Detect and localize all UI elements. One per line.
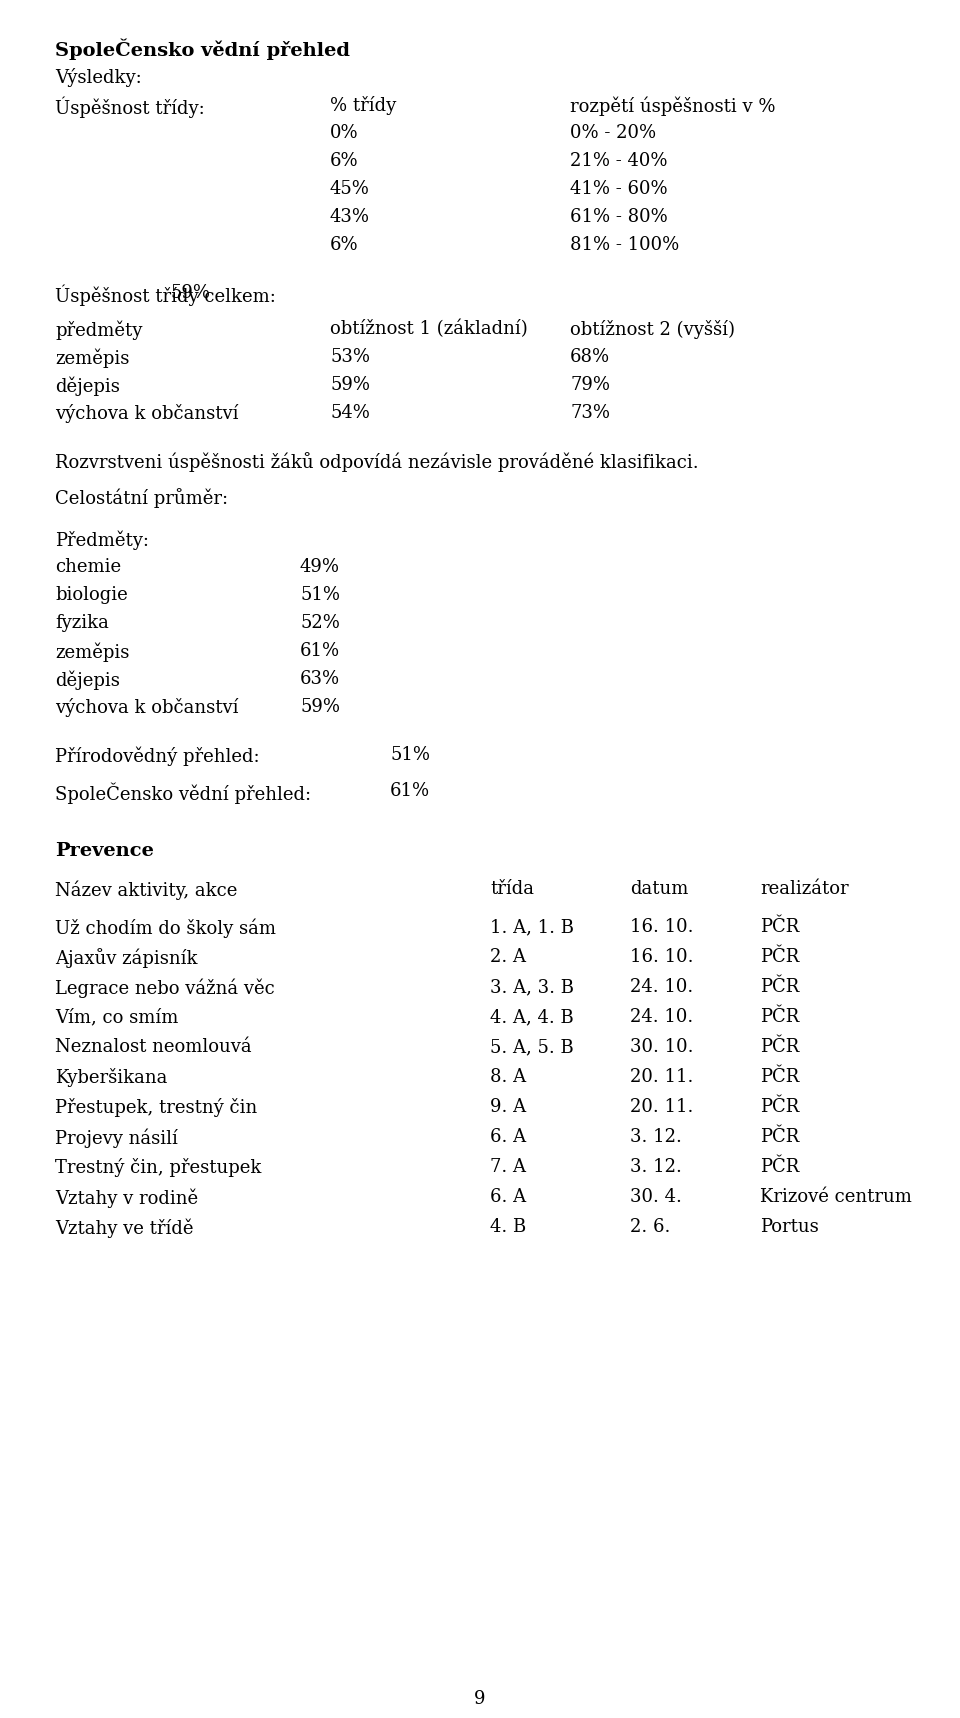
Text: 9: 9 — [474, 1691, 486, 1708]
Text: 24. 10.: 24. 10. — [630, 978, 693, 996]
Text: Úspěšnost třídy celkem:: Úspěšnost třídy celkem: — [55, 283, 276, 306]
Text: 24. 10.: 24. 10. — [630, 1008, 693, 1026]
Text: 1. A, 1. B: 1. A, 1. B — [490, 917, 574, 936]
Text: PČR: PČR — [760, 1038, 800, 1057]
Text: Předměty:: Předměty: — [55, 529, 149, 550]
Text: 59%: 59% — [300, 698, 340, 716]
Text: Už chodím do školy sám: Už chodím do školy sám — [55, 917, 276, 938]
Text: 30. 10.: 30. 10. — [630, 1038, 693, 1057]
Text: předměty: předměty — [55, 320, 142, 340]
Text: 5. A, 5. B: 5. A, 5. B — [490, 1038, 574, 1057]
Text: 45%: 45% — [330, 180, 370, 198]
Text: 6%: 6% — [330, 235, 359, 254]
Text: 2. A: 2. A — [490, 948, 526, 966]
Text: 79%: 79% — [570, 376, 610, 393]
Text: PČR: PČR — [760, 917, 800, 936]
Text: Název aktivity, akce: Název aktivity, akce — [55, 880, 237, 900]
Text: 6%: 6% — [330, 151, 359, 170]
Text: 73%: 73% — [570, 404, 610, 423]
Text: PČR: PČR — [760, 948, 800, 966]
Text: 51%: 51% — [390, 746, 430, 765]
Text: obtížnost 2 (vyšší): obtížnost 2 (vyšší) — [570, 320, 735, 338]
Text: dějepis: dějepis — [55, 670, 120, 689]
Text: realizátor: realizátor — [760, 880, 849, 899]
Text: PČR: PČR — [760, 1129, 800, 1146]
Text: SpoleČensko vědní přehled:: SpoleČensko vědní přehled: — [55, 782, 311, 804]
Text: Portus: Portus — [760, 1218, 819, 1235]
Text: 61%: 61% — [300, 643, 340, 660]
Text: Neznalost neomlouvá: Neznalost neomlouvá — [55, 1038, 252, 1057]
Text: chemie: chemie — [55, 558, 121, 576]
Text: Ajaxův zápisník: Ajaxův zápisník — [55, 948, 198, 967]
Text: PČR: PČR — [760, 978, 800, 996]
Text: 52%: 52% — [300, 613, 340, 632]
Text: Výsledky:: Výsledky: — [55, 69, 142, 88]
Text: 68%: 68% — [570, 349, 611, 366]
Text: 16. 10.: 16. 10. — [630, 948, 693, 966]
Text: Projevy násilí: Projevy násilí — [55, 1129, 178, 1148]
Text: PČR: PČR — [760, 1008, 800, 1026]
Text: Vztahy v rodině: Vztahy v rodině — [55, 1189, 198, 1208]
Text: 16. 10.: 16. 10. — [630, 917, 693, 936]
Text: Trestný čin, přestupek: Trestný čin, přestupek — [55, 1158, 261, 1177]
Text: 3. 12.: 3. 12. — [630, 1129, 682, 1146]
Text: 3. 12.: 3. 12. — [630, 1158, 682, 1177]
Text: 20. 11.: 20. 11. — [630, 1098, 693, 1117]
Text: 41% - 60%: 41% - 60% — [570, 180, 667, 198]
Text: Kyberšikana: Kyberšikana — [55, 1069, 167, 1087]
Text: zeměpis: zeměpis — [55, 349, 130, 368]
Text: 3. A, 3. B: 3. A, 3. B — [490, 978, 574, 996]
Text: 0% - 20%: 0% - 20% — [570, 124, 656, 143]
Text: 7. A: 7. A — [490, 1158, 526, 1177]
Text: obtížnost 1 (základní): obtížnost 1 (základní) — [330, 320, 528, 338]
Text: Přestupek, trestný čin: Přestupek, trestný čin — [55, 1098, 257, 1117]
Text: zeměpis: zeměpis — [55, 643, 130, 661]
Text: Celostátní průměr:: Celostátní průměr: — [55, 488, 228, 509]
Text: 8. A: 8. A — [490, 1069, 526, 1086]
Text: 61%: 61% — [390, 782, 430, 801]
Text: Přírodovědný přehled:: Přírodovědný přehled: — [55, 746, 259, 766]
Text: výchova k občanství: výchova k občanství — [55, 404, 238, 423]
Text: 61% - 80%: 61% - 80% — [570, 208, 668, 227]
Text: % třídy: % třídy — [330, 96, 396, 115]
Text: datum: datum — [630, 880, 688, 899]
Text: 43%: 43% — [330, 208, 370, 227]
Text: 20. 11.: 20. 11. — [630, 1069, 693, 1086]
Text: dějepis: dějepis — [55, 376, 120, 395]
Text: 59%: 59% — [170, 283, 210, 302]
Text: 49%: 49% — [300, 558, 340, 576]
Text: PČR: PČR — [760, 1098, 800, 1117]
Text: rozpětí úspěšnosti v %: rozpětí úspěšnosti v % — [570, 96, 776, 115]
Text: Rozvrstveni úspěšnosti žáků odpovídá nezávisle prováděné klasifikaci.: Rozvrstveni úspěšnosti žáků odpovídá nez… — [55, 452, 699, 472]
Text: 9. A: 9. A — [490, 1098, 526, 1117]
Text: 4. A, 4. B: 4. A, 4. B — [490, 1008, 574, 1026]
Text: 6. A: 6. A — [490, 1129, 526, 1146]
Text: Úspěšnost třídy:: Úspěšnost třídy: — [55, 96, 204, 117]
Text: SpoleČensko vědní přehled: SpoleČensko vědní přehled — [55, 38, 350, 60]
Text: Legrace nebo vážná věc: Legrace nebo vážná věc — [55, 978, 275, 998]
Text: výchova k občanství: výchova k občanství — [55, 698, 238, 716]
Text: Krizové centrum: Krizové centrum — [760, 1189, 912, 1206]
Text: 81% - 100%: 81% - 100% — [570, 235, 680, 254]
Text: 6. A: 6. A — [490, 1189, 526, 1206]
Text: PČR: PČR — [760, 1158, 800, 1177]
Text: 59%: 59% — [330, 376, 370, 393]
Text: biologie: biologie — [55, 586, 128, 605]
Text: 30. 4.: 30. 4. — [630, 1189, 682, 1206]
Text: třída: třída — [490, 880, 534, 899]
Text: fyzika: fyzika — [55, 613, 108, 632]
Text: 54%: 54% — [330, 404, 370, 423]
Text: 0%: 0% — [330, 124, 359, 143]
Text: 51%: 51% — [300, 586, 340, 605]
Text: 21% - 40%: 21% - 40% — [570, 151, 667, 170]
Text: 4. B: 4. B — [490, 1218, 526, 1235]
Text: Vím, co smím: Vím, co smím — [55, 1008, 179, 1026]
Text: Vztahy ve třídě: Vztahy ve třídě — [55, 1218, 194, 1237]
Text: 2. 6.: 2. 6. — [630, 1218, 670, 1235]
Text: PČR: PČR — [760, 1069, 800, 1086]
Text: Prevence: Prevence — [55, 842, 154, 861]
Text: 63%: 63% — [300, 670, 340, 687]
Text: 53%: 53% — [330, 349, 370, 366]
